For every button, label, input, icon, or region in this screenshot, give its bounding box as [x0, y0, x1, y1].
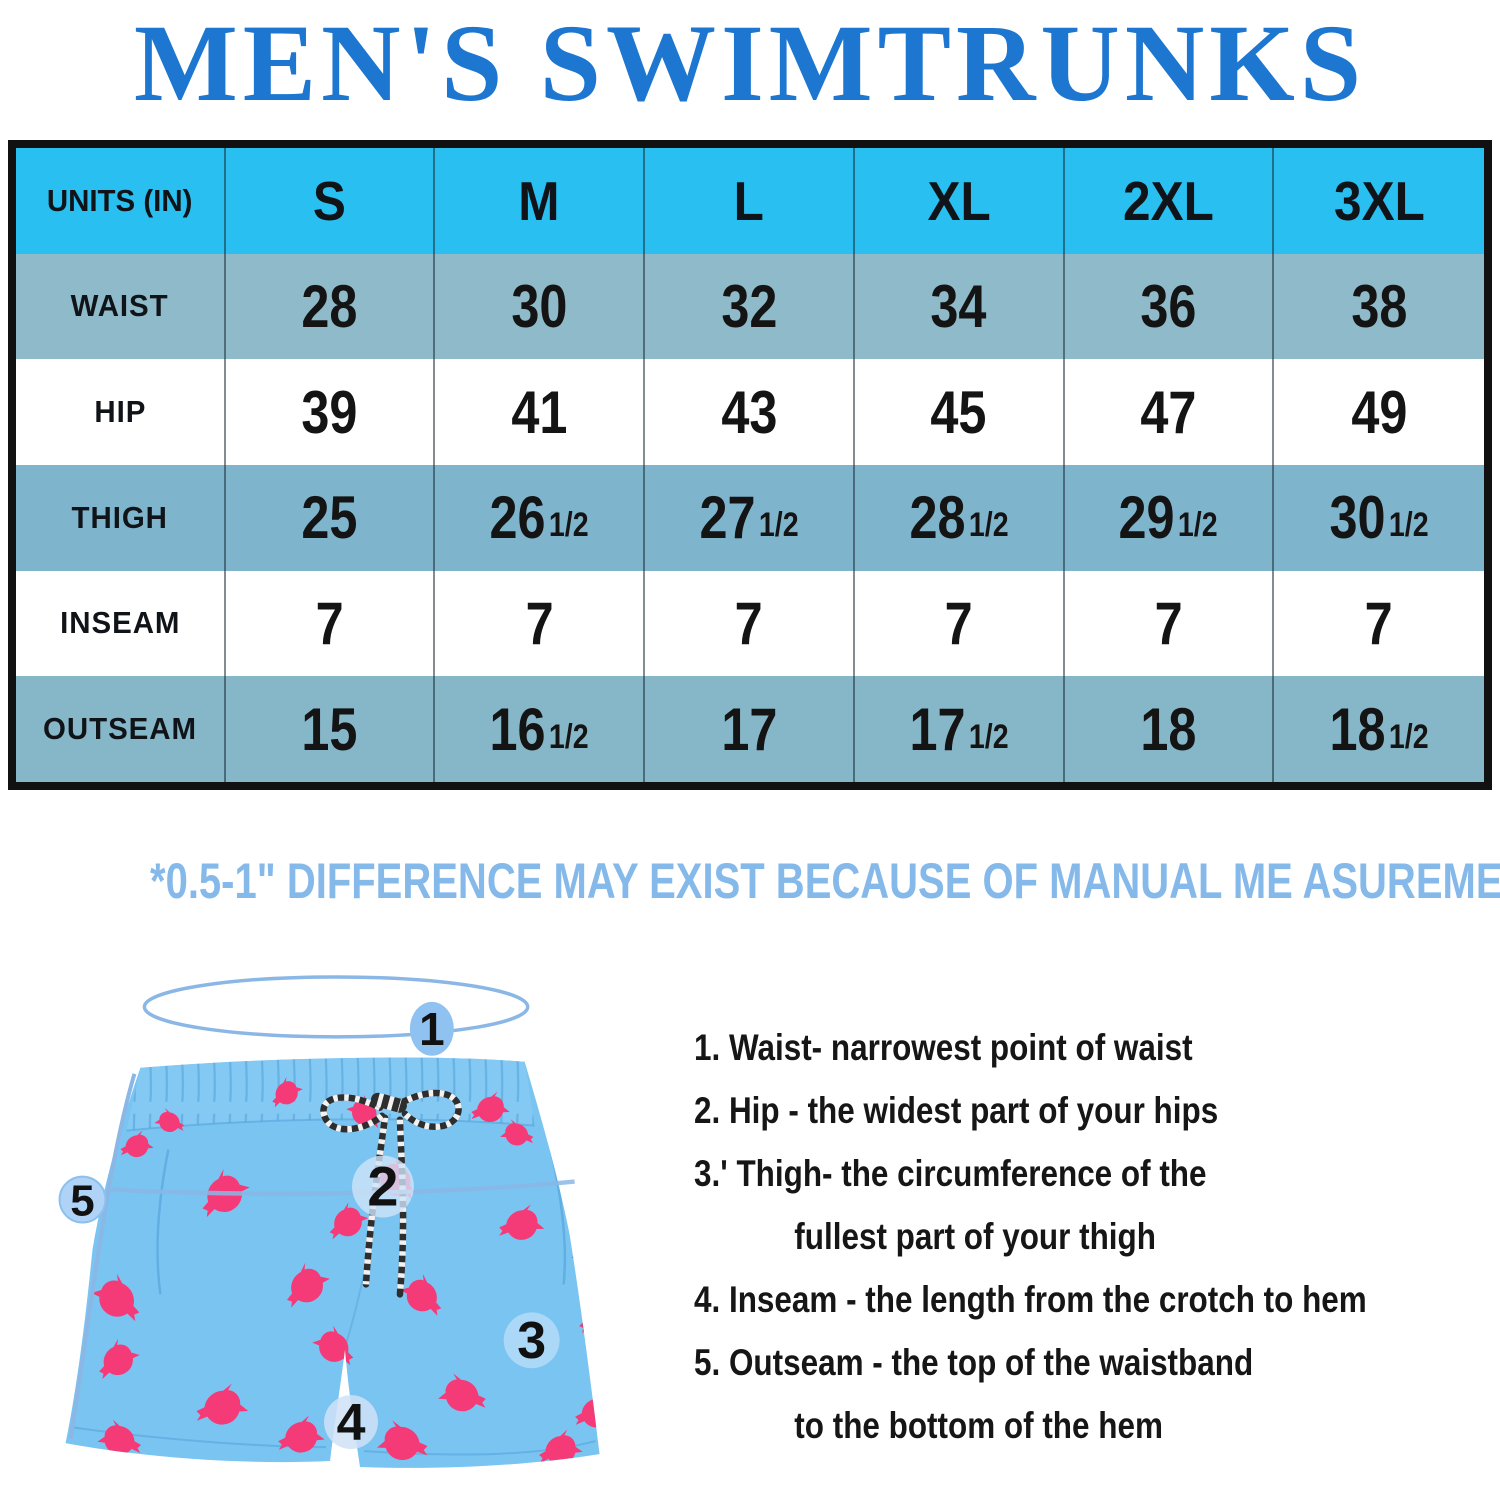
page-title: MEN'S SWIMTRUNKS [133, 2, 1367, 124]
size-value: 7 [645, 570, 855, 677]
row-label: INSEAM [16, 570, 226, 677]
outseam-measure-line [68, 1073, 137, 1440]
svg-text:3: 3 [517, 1311, 546, 1369]
size-value: 18 [1064, 676, 1275, 782]
size-value: 49 [1274, 359, 1484, 465]
measurement-badge-2: 2 [352, 1155, 414, 1218]
size-column-header: 2XL [1064, 148, 1275, 254]
size-value: 41 [435, 359, 646, 465]
size-value: 30 [435, 253, 646, 360]
size-column-header: S [225, 148, 436, 254]
guide-item: 4. Inseam - the length from the crotch t… [694, 1279, 1367, 1320]
measurement-badge-3: 3 [503, 1311, 560, 1369]
swim-trunks-illustration: 1 2 3 4 5 [58, 975, 600, 1468]
size-value: 301/2 [1274, 464, 1484, 571]
size-value: 47 [1064, 359, 1275, 465]
size-column-header: L [645, 148, 855, 254]
size-value: 39 [225, 359, 436, 465]
size-value: 34 [854, 253, 1065, 360]
row-label: HIP [16, 359, 226, 465]
svg-text:1: 1 [419, 1003, 445, 1055]
size-value: 7 [854, 570, 1065, 677]
size-column-header: XL [854, 148, 1065, 254]
size-value: 291/2 [1064, 464, 1275, 571]
waist-measure-ellipse [142, 975, 530, 1039]
measurement-badge-5: 5 [58, 1175, 107, 1226]
size-value: 15 [225, 676, 436, 782]
guide-item-continuation: to the bottom of the hem [794, 1405, 1163, 1446]
size-value: 32 [645, 253, 855, 360]
measurement-badge-4: 4 [324, 1393, 378, 1451]
size-value: 17 [645, 676, 855, 782]
measurement-guide: 1. Waist- narrowest point of waist 2. Hip… [694, 1016, 1500, 1457]
size-value: 28 [225, 253, 436, 360]
size-value: 261/2 [435, 464, 646, 571]
svg-text:4: 4 [337, 1393, 366, 1451]
svg-text:5: 5 [70, 1177, 94, 1226]
size-value: 181/2 [1274, 676, 1484, 782]
measurement-badge-1: 1 [409, 1001, 454, 1056]
guide-item-continuation: fullest part of your thigh [794, 1216, 1156, 1257]
size-value: 7 [435, 570, 646, 677]
row-label: THIGH [16, 464, 226, 571]
size-value: 7 [1274, 570, 1484, 677]
size-value: 25 [225, 464, 436, 571]
size-value: 36 [1064, 253, 1275, 360]
size-value: 281/2 [854, 464, 1065, 571]
size-value: 7 [225, 570, 436, 677]
size-column-header: 3XL [1274, 148, 1484, 254]
row-label: WAIST [16, 253, 226, 360]
size-value: 43 [645, 359, 855, 465]
size-table: UNITS (IN) S M L XL 2XL 3XL WAIST 28 30 32 34 36 38 HI… [8, 140, 1492, 790]
waistband [126, 1057, 535, 1132]
size-value: 45 [854, 359, 1065, 465]
size-value: 7 [1064, 570, 1275, 677]
guide-item: 5. Outseam - the top of the waistband [694, 1342, 1254, 1383]
row-label: OUTSEAM [16, 676, 226, 782]
size-value: 271/2 [645, 464, 855, 571]
guide-item: 1. Waist- narrowest point of waist [694, 1027, 1193, 1068]
guide-item: 2. Hip - the widest part of your hips [694, 1090, 1219, 1131]
size-column-header: M [435, 148, 646, 254]
guide-item: 3.' Thigh- the circumference of the [694, 1153, 1207, 1194]
size-value: 38 [1274, 253, 1484, 360]
measurement-note: *0.5-1" DIFFERENCE MAY EXIST BECAUSE OF … [150, 853, 1500, 909]
size-value: 171/2 [854, 676, 1065, 782]
units-header: UNITS (IN) [16, 148, 226, 254]
size-value: 161/2 [435, 676, 646, 782]
svg-text:2: 2 [367, 1155, 398, 1218]
